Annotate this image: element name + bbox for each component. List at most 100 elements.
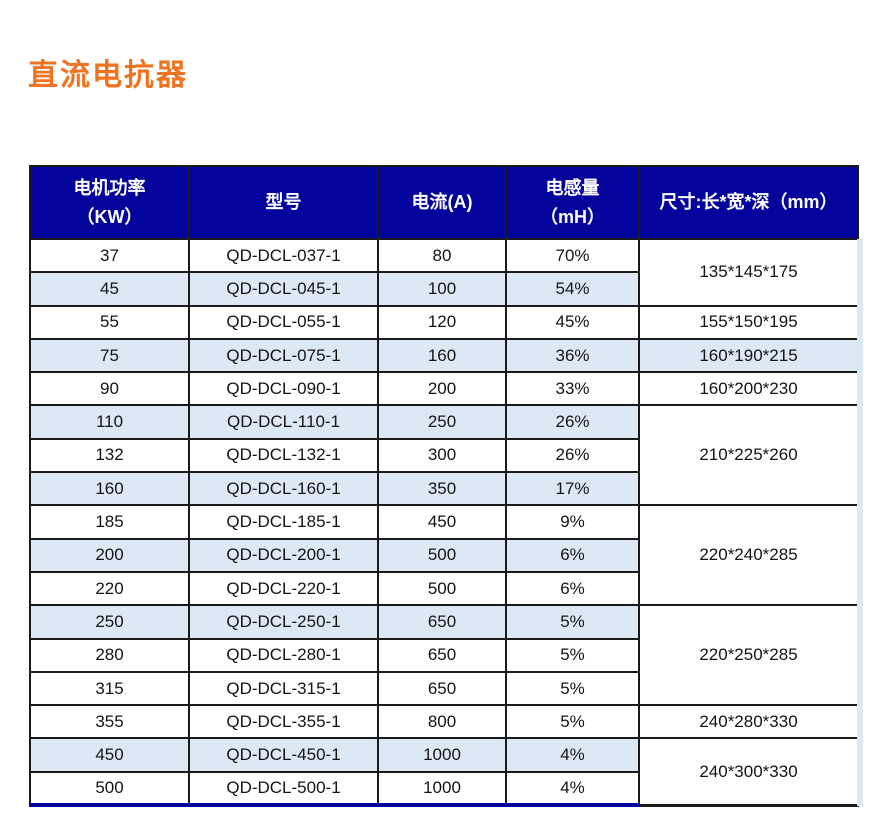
cell-model: QD-DCL-200-1	[188, 537, 379, 573]
col-header-dimensions: 尺寸:长*宽*深（mm）	[638, 165, 859, 240]
cell-motor-power: 355	[29, 704, 190, 740]
cell-motor-power: 450	[29, 737, 190, 773]
cell-current: 650	[377, 637, 507, 673]
cell-model: QD-DCL-090-1	[188, 371, 379, 407]
cell-current: 350	[377, 471, 507, 507]
cell-model: QD-DCL-110-1	[188, 404, 379, 440]
cell-motor-power: 75	[29, 337, 190, 374]
cell-inductance: 6%	[505, 537, 640, 573]
cell-model: QD-DCL-450-1	[188, 737, 379, 773]
cell-motor-power: 132	[29, 437, 190, 474]
cell-dimensions: 155*150*195	[638, 304, 859, 340]
cell-model: QD-DCL-280-1	[188, 637, 379, 673]
cell-current: 80	[377, 237, 507, 274]
col-header-inductance-line1: 电感量	[545, 177, 600, 198]
cell-motor-power: 250	[29, 604, 190, 640]
cell-dimensions: 135*145*175	[638, 238, 859, 307]
cell-motor-power: 110	[29, 404, 190, 440]
table-row: 355 QD-DCL-355-1 800 5% 240*280*330	[29, 704, 859, 740]
cell-inductance: 26%	[505, 437, 640, 474]
table-row: 75 QD-DCL-075-1 160 36% 160*190*215	[29, 337, 859, 374]
cell-inductance: 9%	[505, 504, 640, 540]
spec-table-wrap: 电机功率 （KW） 型号 电流(A) 电感量 （mH） 尺寸:长*宽*深（mm）	[29, 165, 863, 808]
cell-current: 450	[377, 504, 507, 540]
page-title: 直流电抗器	[28, 59, 188, 92]
cell-inductance: 5%	[505, 637, 640, 673]
cell-motor-power: 185	[29, 504, 190, 540]
cell-model: QD-DCL-250-1	[188, 604, 379, 640]
table-row: 280 QD-DCL-280-1 650 5%	[29, 637, 858, 673]
cell-dimensions: 220*250*285	[638, 604, 859, 707]
cell-model: QD-DCL-355-1	[188, 704, 379, 740]
cell-dimensions: 220*240*285	[638, 504, 859, 607]
cell-motor-power: 280	[29, 637, 190, 673]
spec-table-body: 37 QD-DCL-037-1 80 70% 135*145*175 45 QD-DCL-0…	[29, 237, 859, 808]
cell-motor-power: 200	[29, 537, 190, 573]
col-header-motor-power: 电机功率 （KW）	[29, 165, 190, 240]
col-header-model-line1: 型号	[265, 192, 302, 213]
cell-current: 1000	[377, 770, 507, 808]
cell-model: QD-DCL-160-1	[188, 471, 379, 507]
cell-model: QD-DCL-220-1	[188, 570, 379, 607]
cell-model: QD-DCL-055-1	[188, 304, 379, 340]
cell-model: QD-DCL-315-1	[188, 670, 379, 707]
cell-current: 160	[377, 337, 507, 374]
spec-table: 电机功率 （KW） 型号 电流(A) 电感量 （mH） 尺寸:长*宽*深（mm）	[29, 165, 859, 808]
cell-motor-power: 90	[29, 371, 190, 407]
cell-model: QD-DCL-037-1	[188, 237, 379, 274]
cell-motor-power: 500	[29, 770, 190, 808]
cell-model: QD-DCL-075-1	[188, 337, 379, 374]
col-header-motor-power-line1: 电机功率	[73, 177, 146, 198]
cell-inductance: 33%	[505, 371, 640, 407]
cell-inductance: 5%	[505, 604, 640, 640]
table-row: 90 QD-DCL-090-1 200 33% 160*200*230	[29, 371, 859, 407]
table-row: 200 QD-DCL-200-1 500 6%	[29, 537, 858, 573]
table-row: 110 QD-DCL-110-1 250 26% 210*225*260	[29, 404, 859, 507]
cell-current: 800	[377, 704, 507, 740]
table-row: 132 QD-DCL-132-1 300 26%	[29, 437, 858, 474]
cell-inductance: 36%	[505, 337, 640, 374]
cell-motor-power: 37	[29, 237, 190, 274]
cell-motor-power: 315	[29, 670, 190, 707]
cell-inductance: 5%	[505, 670, 640, 707]
cell-inductance: 45%	[505, 304, 640, 340]
table-row: 315 QD-DCL-315-1 650 5%	[29, 670, 858, 707]
col-header-current-line1: 电流(A)	[411, 192, 473, 213]
cell-motor-power: 45	[29, 271, 190, 307]
cell-current: 650	[377, 670, 507, 707]
table-row: 55 QD-DCL-055-1 120 45% 155*150*195	[29, 304, 859, 340]
col-header-model: 型号	[188, 165, 379, 240]
col-header-inductance-line2: （mH）	[539, 206, 605, 227]
cell-dimensions: 160*200*230	[638, 371, 859, 407]
table-row: 45 QD-DCL-045-1 100 54%	[29, 271, 858, 307]
cell-dimensions: 240*300*330	[638, 737, 859, 807]
cell-motor-power: 55	[29, 304, 190, 340]
table-row: 160 QD-DCL-160-1 350 17%	[29, 471, 858, 507]
cell-current: 250	[377, 404, 507, 440]
cell-current: 100	[377, 271, 507, 307]
col-header-dimensions-line1: 尺寸:长*宽*深（mm）	[659, 192, 838, 213]
header-row: 电机功率 （KW） 型号 电流(A) 电感量 （mH） 尺寸:长*宽*深（mm）	[29, 165, 859, 240]
table-row: 220 QD-DCL-220-1 500 6%	[29, 570, 858, 607]
cell-model: QD-DCL-500-1	[188, 770, 379, 808]
table-row: 450 QD-DCL-450-1 1000 4% 240*300*330	[29, 737, 859, 807]
cell-inductance: 54%	[505, 271, 640, 307]
cell-motor-power: 160	[29, 471, 190, 507]
cell-dimensions: 240*280*330	[638, 704, 859, 740]
table-row: 500 QD-DCL-500-1 1000 4%	[29, 770, 858, 808]
cell-current: 650	[377, 604, 507, 640]
table-row: 37 QD-DCL-037-1 80 70% 135*145*175	[29, 237, 859, 307]
cell-model: QD-DCL-185-1	[188, 504, 379, 540]
table-row: 185 QD-DCL-185-1 450 9% 220*240*285	[29, 504, 859, 607]
cell-inductance: 4%	[505, 737, 640, 773]
cell-dimensions: 210*225*260	[638, 404, 859, 507]
cell-inductance: 5%	[505, 704, 640, 740]
cell-current: 300	[377, 437, 507, 474]
cell-inductance: 17%	[505, 471, 640, 507]
cell-dimensions: 160*190*215	[638, 337, 859, 374]
col-header-current: 电流(A)	[377, 165, 507, 240]
col-header-inductance: 电感量 （mH）	[505, 165, 640, 240]
table-right-edge-artifact	[857, 239, 863, 806]
cell-current: 500	[377, 570, 507, 607]
cell-motor-power: 220	[29, 570, 190, 607]
